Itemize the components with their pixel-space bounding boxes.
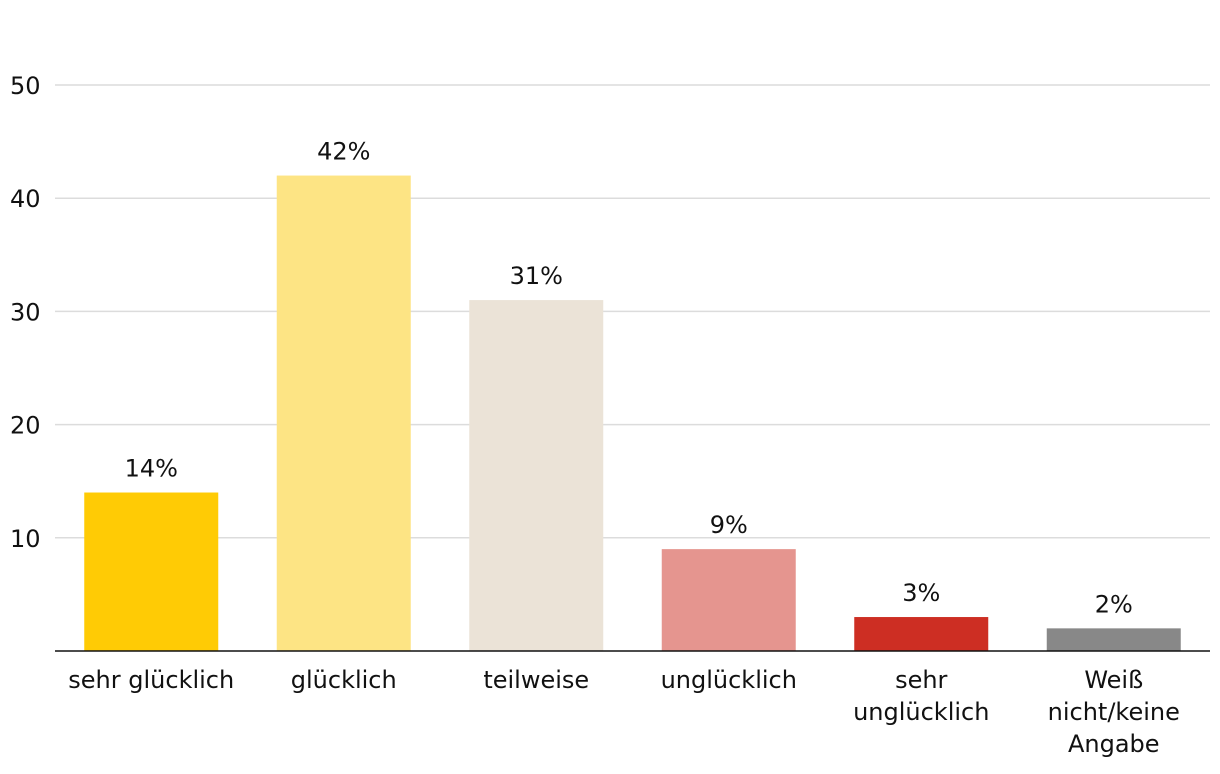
y-tick-label: 30 [10,298,41,326]
category-label: unglücklich [661,666,797,694]
y-tick-label: 10 [10,525,41,553]
bars [84,175,1181,651]
bar-value-label: 14% [125,455,178,483]
bar [276,175,411,651]
y-tick-label: 20 [10,412,41,440]
y-tick-label: 50 [10,72,41,100]
bar-value-label: 3% [902,579,940,607]
y-axis-tick-labels: 10 20 30 40 50 [10,72,41,553]
bar-value-labels: 14% 42% 31% 9% 3% 2% [125,138,1133,619]
bar [1046,628,1181,651]
category-label: unglücklich [853,698,989,726]
bar-value-label: 2% [1095,590,1133,618]
bar-value-label: 9% [710,511,748,539]
category-label: teilweise [483,666,589,694]
category-label: Angabe [1068,730,1160,758]
y-tick-label: 40 [10,185,41,213]
bar-value-label: 31% [510,262,563,290]
gridlines [55,84,1210,539]
bar [854,617,989,651]
category-label: Weiß [1084,666,1143,694]
category-label: sehr [895,666,947,694]
category-label: sehr glücklich [68,666,234,694]
bar [84,492,219,651]
category-labels: sehr glücklich glücklich teilweise unglückl… [68,666,1180,758]
bar [661,549,796,651]
bar [469,300,604,651]
category-label: glücklich [291,666,397,694]
category-label: nicht/keine [1048,698,1180,726]
bar-value-label: 42% [317,138,370,166]
